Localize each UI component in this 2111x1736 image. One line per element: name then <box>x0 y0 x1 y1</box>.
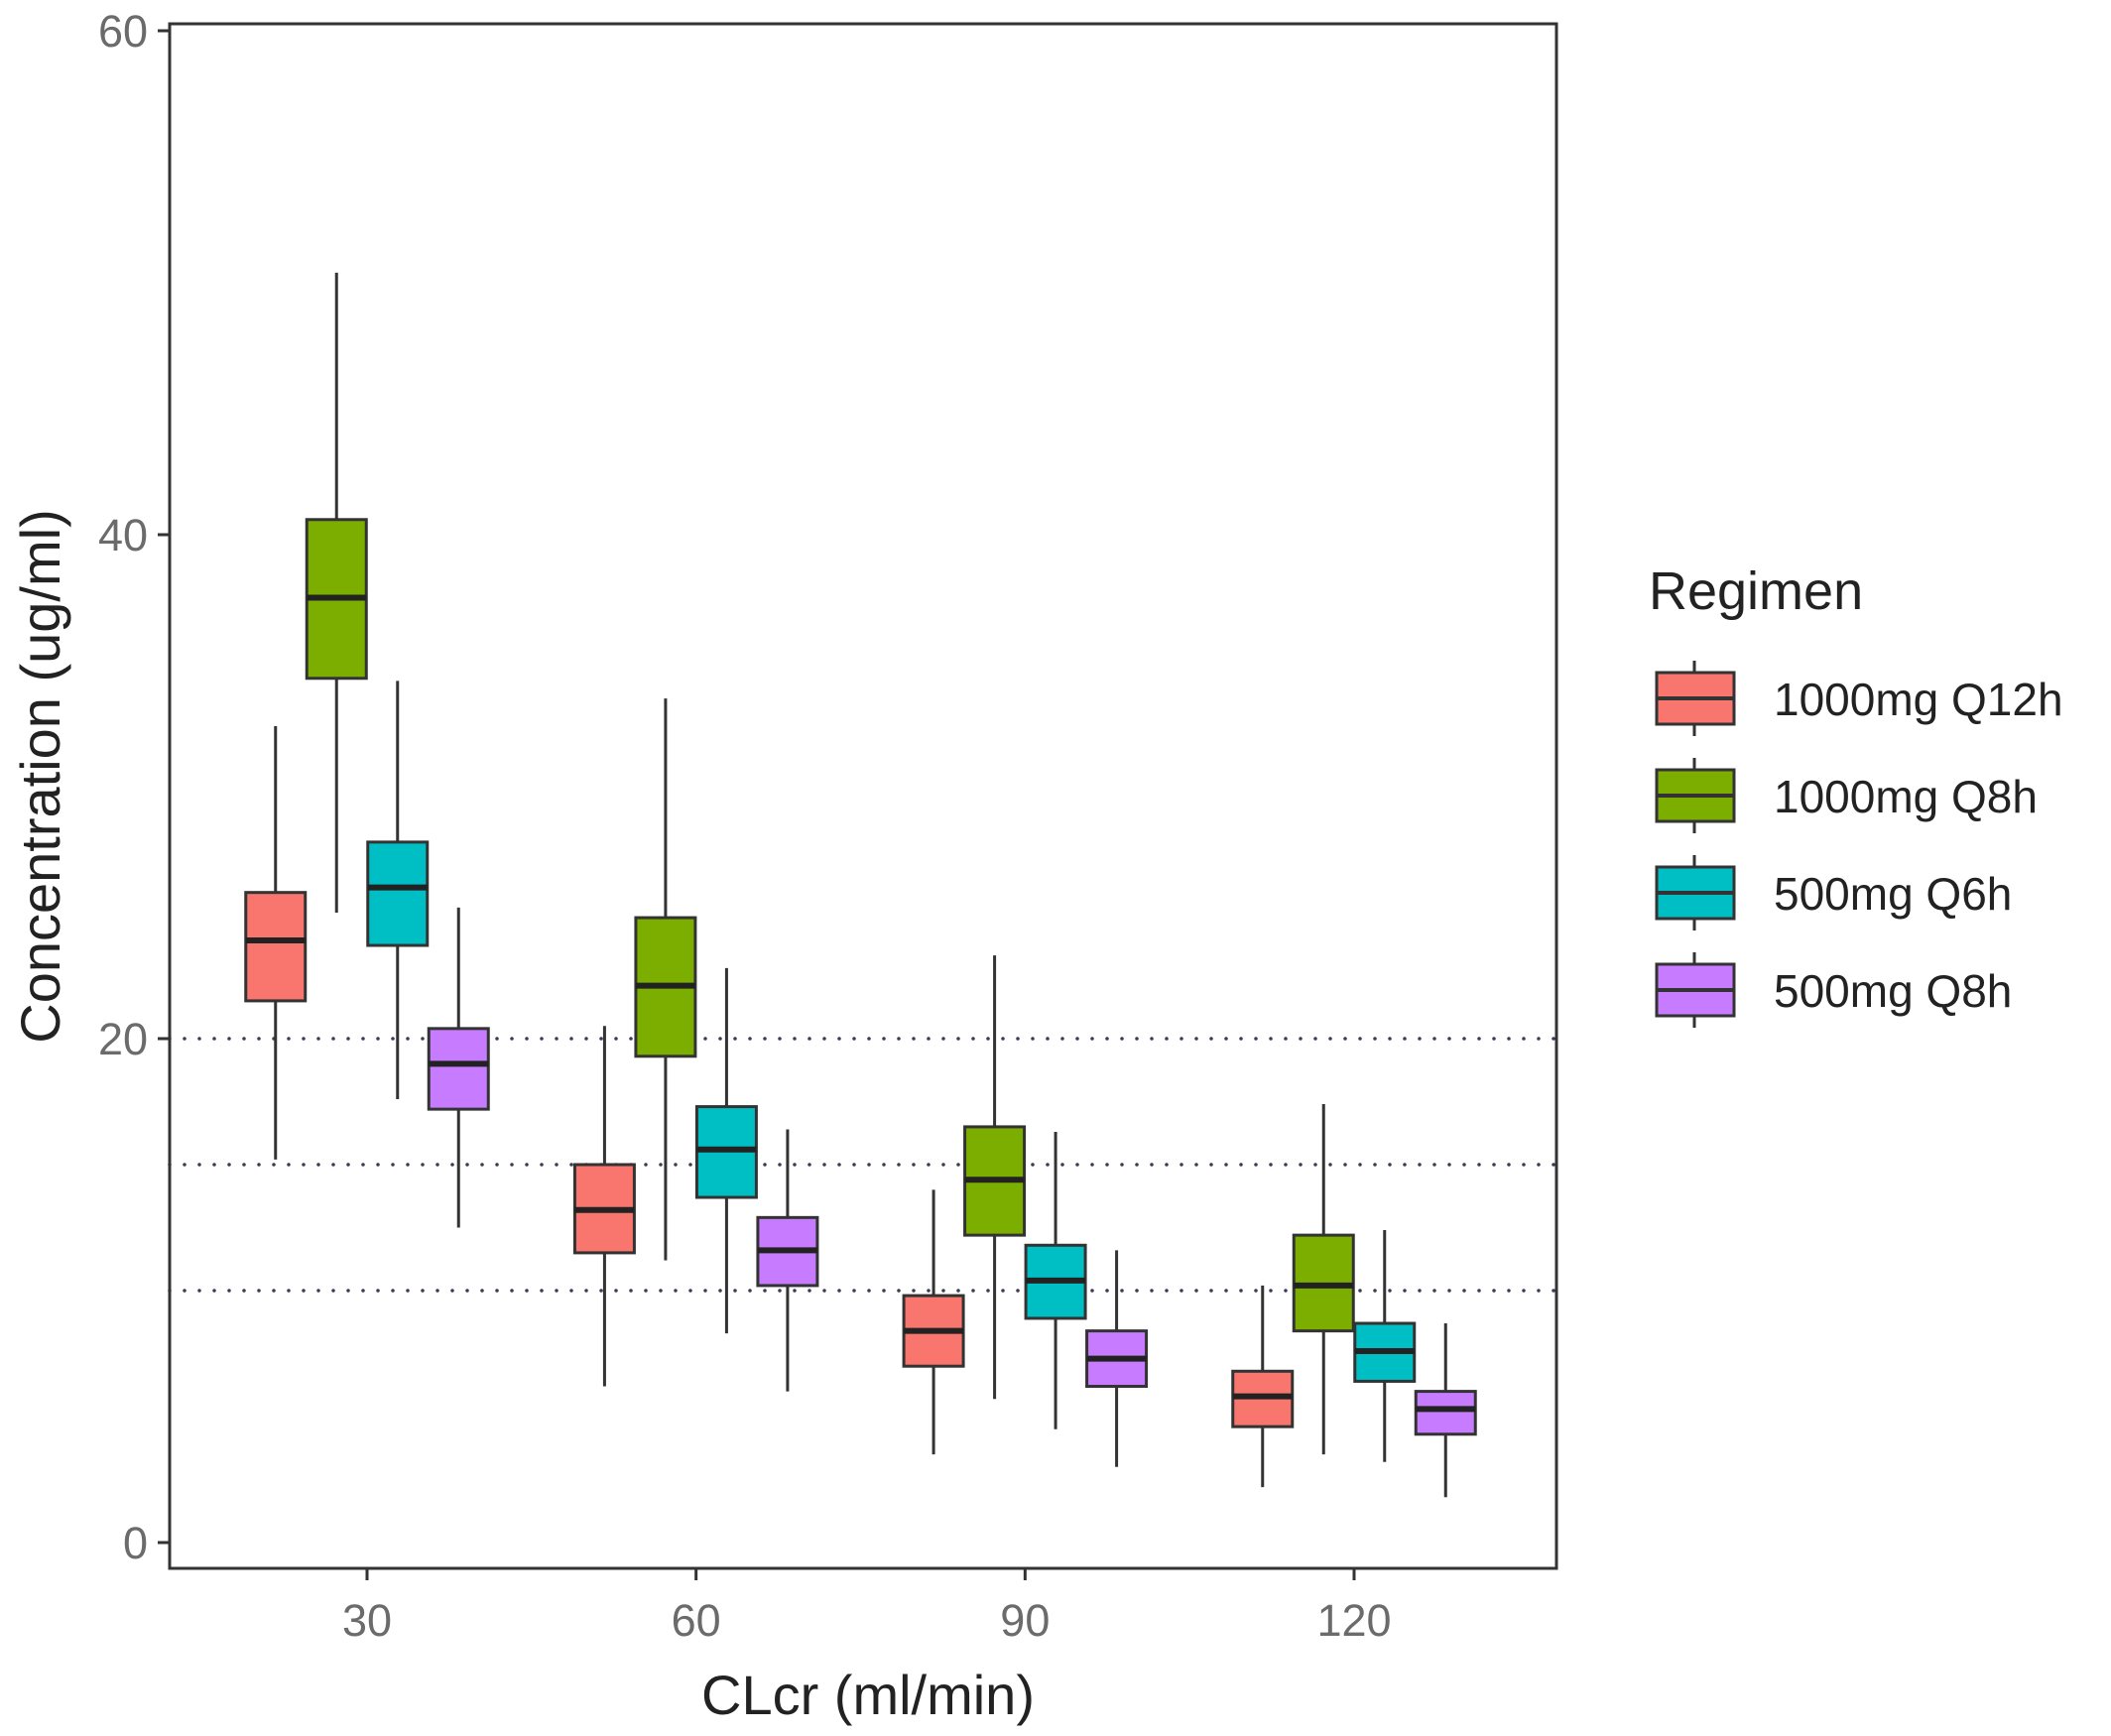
y-tick-label: 0 <box>123 1518 148 1568</box>
boxes-layer <box>244 272 1477 1498</box>
y-axis-title: Concentration (ug/ml) <box>9 509 71 1043</box>
box-500mg-q6h-30 <box>366 681 430 1099</box>
x-tick-label: 90 <box>1000 1595 1050 1646</box>
box-1000mg-q12h-60 <box>572 1026 636 1387</box>
legend: Regimen 1000mg Q12h 1000mg Q8h 500mg Q6h 50… <box>1649 561 2063 1028</box>
x-tick-label: 30 <box>342 1595 392 1646</box>
box-1000mg-q8h-30 <box>305 272 368 913</box>
box-500mg-q8h-30 <box>427 907 490 1228</box>
legend-item: 1000mg Q12h <box>1655 661 2063 736</box>
box-1000mg-q8h-90 <box>963 955 1027 1400</box>
box-iqr <box>427 1027 490 1111</box>
legend-title: Regimen <box>1649 561 1863 621</box>
box-1000mg-q8h-60 <box>634 698 697 1261</box>
y-tick-label: 40 <box>98 510 148 560</box>
box-500mg-q6h-60 <box>694 967 758 1334</box>
box-500mg-q8h-120 <box>1414 1323 1477 1498</box>
y-axis: 0 20 40 60 <box>98 6 170 1568</box>
legend-item: 500mg Q8h <box>1655 952 2012 1028</box>
plot-panel-border <box>168 22 1558 1570</box>
legend-label: 500mg Q6h <box>1774 868 2012 920</box>
legend-item: 500mg Q6h <box>1655 855 2012 930</box>
x-tick-label: 120 <box>1316 1595 1391 1646</box>
x-tick-label: 60 <box>672 1595 721 1646</box>
box-1000mg-q12h-30 <box>244 726 308 1160</box>
legend-item: 1000mg Q8h <box>1655 758 2038 833</box>
y-tick-label: 20 <box>98 1014 148 1064</box>
box-1000mg-q12h-90 <box>902 1189 965 1455</box>
legend-label: 1000mg Q8h <box>1774 771 2038 822</box>
box-500mg-q8h-90 <box>1085 1250 1149 1467</box>
box-500mg-q6h-90 <box>1024 1131 1087 1429</box>
legend-label: 1000mg Q12h <box>1774 674 2063 725</box>
box-500mg-q6h-120 <box>1353 1230 1417 1462</box>
box-iqr <box>1414 1390 1477 1436</box>
x-axis: 30 60 90 120 <box>342 1568 1392 1646</box>
box-1000mg-q8h-120 <box>1292 1104 1355 1455</box>
box-iqr <box>244 891 308 1003</box>
y-tick-label: 60 <box>98 6 148 57</box>
x-axis-title: CLcr (ml/min) <box>701 1664 1035 1726</box>
box-500mg-q8h-60 <box>756 1129 819 1392</box>
box-iqr <box>366 840 430 947</box>
box-1000mg-q12h-120 <box>1231 1285 1295 1488</box>
legend-label: 500mg Q8h <box>1774 965 2012 1017</box>
